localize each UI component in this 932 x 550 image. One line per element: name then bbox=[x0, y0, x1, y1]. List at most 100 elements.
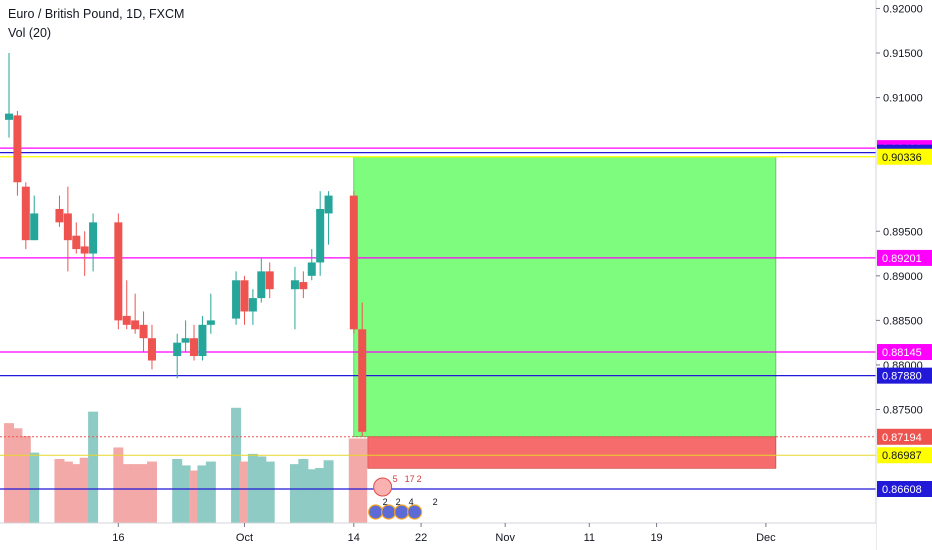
volume-bar bbox=[298, 459, 309, 523]
volume-bar bbox=[315, 467, 326, 523]
price-label-badge[interactable] bbox=[877, 428, 932, 445]
candle-body bbox=[349, 195, 358, 330]
event-marker-icon[interactable] bbox=[394, 504, 410, 520]
candle[interactable] bbox=[324, 191, 333, 245]
time-axis[interactable]: 16 Oct 14 22 Nov 11 19 Dec bbox=[0, 522, 876, 550]
candle[interactable] bbox=[198, 315, 207, 361]
candle[interactable] bbox=[72, 222, 81, 254]
candle-body bbox=[80, 246, 89, 254]
volume-indicator-label[interactable]: Vol (20) bbox=[8, 26, 52, 40]
candle-body bbox=[198, 324, 207, 357]
candle-body bbox=[21, 186, 30, 241]
candle[interactable] bbox=[131, 293, 140, 334]
candle-body bbox=[248, 298, 257, 312]
candle[interactable] bbox=[89, 213, 98, 272]
candle[interactable] bbox=[173, 333, 182, 379]
candle[interactable] bbox=[55, 195, 64, 227]
candle[interactable] bbox=[30, 195, 39, 241]
candle[interactable] bbox=[139, 311, 148, 352]
event-marker-icon[interactable] bbox=[368, 504, 384, 520]
event-marker-count[interactable]: 2 bbox=[433, 497, 438, 507]
volume-bar bbox=[239, 461, 250, 523]
price-axis[interactable]: 0.92000 0.91500 0.91000 0.89500 0.89000 0.885… bbox=[875, 0, 932, 550]
candle[interactable] bbox=[206, 293, 215, 334]
time-tick-label: Oct bbox=[236, 532, 253, 544]
candle[interactable] bbox=[122, 280, 131, 330]
candle[interactable] bbox=[13, 110, 22, 196]
candle-body bbox=[63, 213, 72, 241]
volume-bar bbox=[113, 447, 124, 523]
candle[interactable] bbox=[290, 266, 299, 330]
event-marker-count[interactable]: 5 bbox=[393, 474, 398, 484]
price-label-badge[interactable] bbox=[877, 344, 932, 361]
price-label-badge[interactable] bbox=[877, 447, 932, 464]
candle[interactable] bbox=[80, 231, 89, 276]
event-marker-count[interactable]: 17 bbox=[405, 474, 415, 484]
event-marker-count[interactable]: 4 bbox=[409, 497, 414, 507]
time-tick-label: Dec bbox=[756, 532, 776, 544]
price-label-text[interactable]: 0.86987 bbox=[882, 450, 922, 462]
event-marker-icon[interactable] bbox=[373, 477, 393, 497]
price-label-text[interactable]: 0.90336 bbox=[882, 152, 922, 164]
event-marker-count[interactable]: 2 bbox=[396, 497, 401, 507]
price-label-text[interactable]: 0.87194 bbox=[882, 432, 922, 444]
price-label-text[interactable]: 0.88145 bbox=[882, 347, 922, 359]
candle[interactable] bbox=[349, 191, 358, 334]
candle-body bbox=[13, 115, 22, 183]
event-marker-icon[interactable] bbox=[381, 504, 397, 520]
candle-body bbox=[257, 271, 266, 299]
candles[interactable] bbox=[5, 53, 367, 437]
candle-body bbox=[290, 280, 299, 290]
candle[interactable] bbox=[181, 320, 190, 352]
volume-bar bbox=[79, 457, 90, 523]
event-marker-icon[interactable] bbox=[407, 504, 423, 520]
volume-bar bbox=[205, 461, 216, 523]
candle[interactable] bbox=[307, 249, 316, 281]
candle[interactable] bbox=[248, 289, 257, 325]
position-tool[interactable] bbox=[0, 156, 876, 469]
candle[interactable] bbox=[190, 324, 199, 361]
price-label-text[interactable]: 0.87880 bbox=[882, 371, 922, 383]
price-label-badge[interactable] bbox=[877, 249, 932, 266]
volume-bar bbox=[172, 459, 183, 523]
horizontal-levels[interactable] bbox=[0, 147, 876, 490]
candle-body bbox=[316, 208, 325, 263]
volume-bar bbox=[197, 465, 208, 523]
price-label-badge[interactable] bbox=[877, 367, 932, 384]
candle[interactable] bbox=[5, 53, 13, 138]
volume-bar bbox=[130, 464, 141, 523]
volume-bar bbox=[231, 407, 242, 523]
volume-bar bbox=[348, 438, 359, 523]
candle[interactable] bbox=[316, 191, 325, 276]
volume-bar bbox=[4, 423, 14, 523]
candle[interactable] bbox=[265, 262, 274, 299]
candle[interactable] bbox=[358, 302, 367, 437]
candle[interactable] bbox=[147, 324, 156, 370]
candle[interactable] bbox=[232, 271, 241, 325]
candle[interactable] bbox=[63, 186, 72, 272]
event-marker-count[interactable]: 2 bbox=[383, 497, 388, 507]
volume-bar bbox=[29, 452, 40, 523]
candle[interactable] bbox=[21, 182, 30, 250]
candle[interactable] bbox=[240, 275, 249, 325]
stop-zone[interactable] bbox=[367, 436, 777, 469]
candle-body bbox=[265, 271, 274, 290]
price-label-badge[interactable] bbox=[877, 148, 932, 165]
candle-body bbox=[55, 208, 64, 223]
price-label-text[interactable]: 0.89201 bbox=[882, 253, 922, 265]
time-tick-label: 14 bbox=[348, 532, 360, 544]
price-label-badge[interactable] bbox=[877, 481, 932, 498]
volume-bar bbox=[54, 459, 65, 523]
volume-bar bbox=[357, 438, 368, 523]
candle-body bbox=[139, 324, 148, 339]
candle[interactable] bbox=[299, 271, 308, 299]
event-markers[interactable]: 5 17 22 2 4 2 bbox=[368, 474, 438, 520]
candle[interactable] bbox=[114, 213, 123, 330]
price-tick-label: 0.89000 bbox=[883, 271, 923, 283]
profit-zone[interactable] bbox=[353, 156, 777, 438]
candle[interactable] bbox=[257, 258, 266, 303]
price-label-text[interactable]: 0.86608 bbox=[882, 484, 922, 496]
event-marker-count[interactable]: 2 bbox=[417, 474, 422, 484]
